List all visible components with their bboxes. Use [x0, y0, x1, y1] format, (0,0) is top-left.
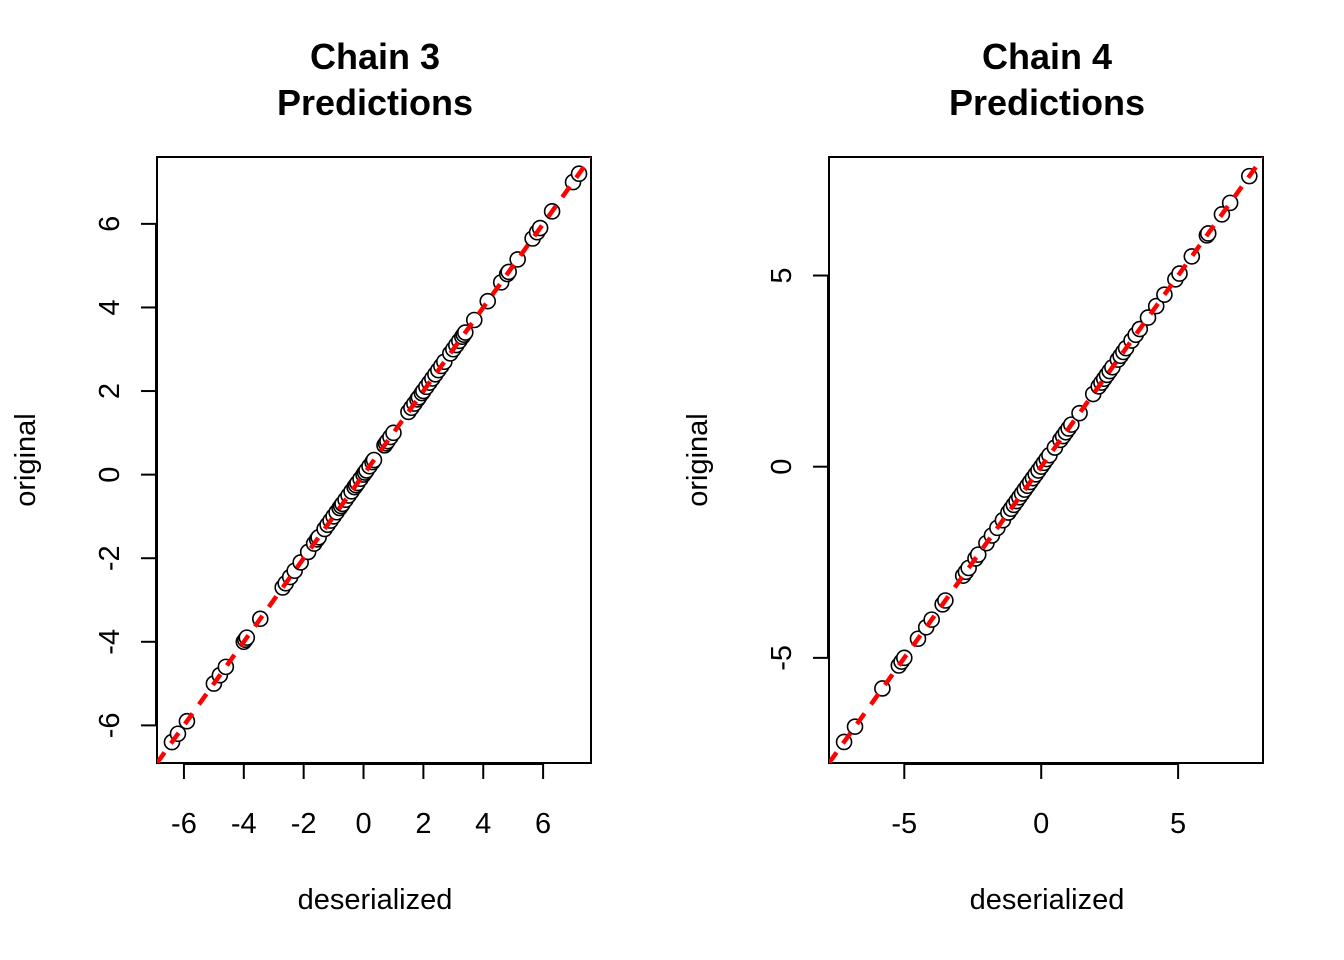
y-tick-label: 4	[94, 299, 126, 315]
plot-area	[157, 157, 591, 763]
y-tick-label: 2	[94, 383, 126, 399]
chart-panel-chain-4: Chain 4 Predictions deserialized origina…	[682, 36, 1264, 916]
reference-line	[829, 157, 1263, 763]
chart-title-line1: Chain 3	[310, 36, 440, 77]
y-tick-label: -4	[94, 629, 126, 655]
x-tick-label: 6	[535, 808, 551, 840]
y-tick-label: -5	[766, 645, 798, 671]
x-tick-label: -5	[891, 808, 917, 840]
plot-area	[829, 157, 1263, 763]
chart-title-line1: Chain 4	[982, 36, 1112, 77]
x-tick-label: 0	[355, 808, 371, 840]
x-tick-label: -6	[171, 808, 197, 840]
y-tick-label: 6	[94, 216, 126, 232]
chart-title-line2: Predictions	[277, 82, 473, 123]
y-axis-label: original	[10, 413, 42, 507]
x-tick-label: -2	[291, 808, 317, 840]
x-axis-label: deserialized	[970, 884, 1125, 916]
chart-title-line2: Predictions	[949, 82, 1145, 123]
y-tick-label: -6	[94, 712, 126, 738]
x-axis-label: deserialized	[298, 884, 453, 916]
reference-line	[157, 157, 591, 763]
y-axis-label: original	[682, 413, 714, 507]
x-tick-label: -4	[231, 808, 257, 840]
x-tick-label: 2	[415, 808, 431, 840]
y-tick-label: 0	[94, 467, 126, 483]
x-tick-label: 4	[475, 808, 491, 840]
y-tick-label: 5	[766, 267, 798, 283]
x-tick-label: 5	[1170, 808, 1186, 840]
y-tick-label: -2	[94, 545, 126, 571]
x-tick-label: 0	[1033, 808, 1049, 840]
chart-panel-chain-3: Chain 3 Predictions deserialized origina…	[10, 36, 592, 916]
y-tick-label: 0	[766, 459, 798, 475]
